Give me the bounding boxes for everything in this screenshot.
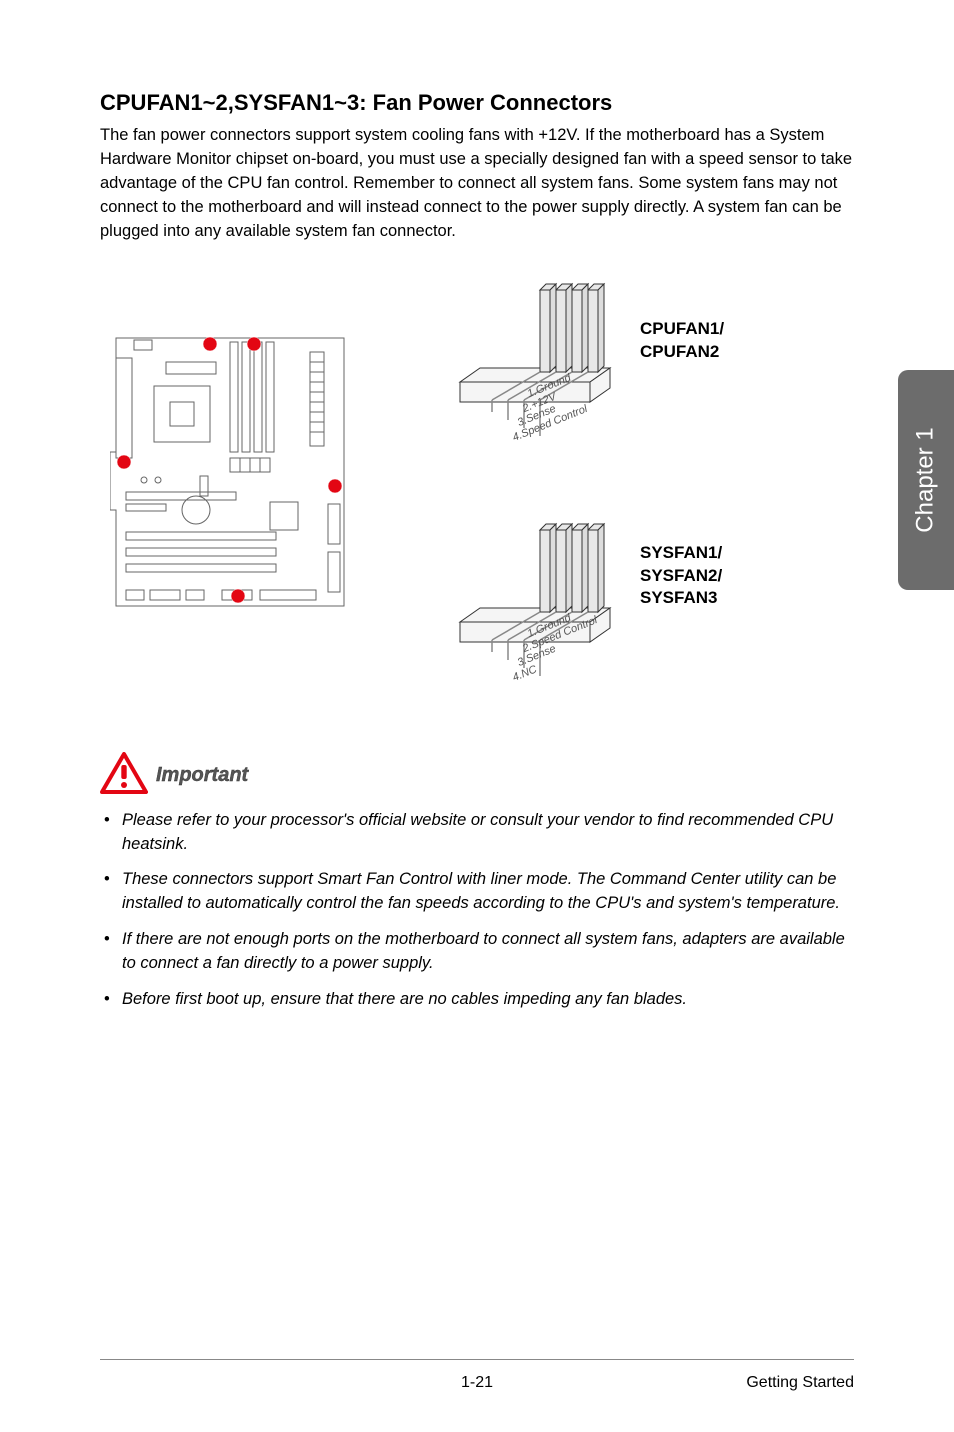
important-header: Important xyxy=(100,752,854,799)
important-bullet-list: Please refer to your processor's officia… xyxy=(100,809,854,1012)
important-title: Important xyxy=(156,764,248,787)
page-content: CPUFAN1~2,SYSFAN1~3: Fan Power Connector… xyxy=(0,0,954,1064)
motherboard-schematic xyxy=(110,332,350,612)
cpufan-label-1: CPUFAN1/ xyxy=(640,318,724,341)
cpufan-label: CPUFAN1/ CPUFAN2 xyxy=(640,318,724,364)
section-heading: CPUFAN1~2,SYSFAN1~3: Fan Power Connector… xyxy=(100,90,854,116)
page-footer: 1-21 Getting Started xyxy=(100,1359,854,1392)
sysfan-connector-diagram: 1.Ground 2.Speed Control 3.Sense 4.NC xyxy=(440,512,640,697)
footer-page-number: 1-21 xyxy=(351,1374,602,1392)
sysfan-label-2: SYSFAN2/ xyxy=(640,565,722,588)
cpufan-label-2: CPUFAN2 xyxy=(640,341,724,364)
important-bullet: Please refer to your processor's officia… xyxy=(100,809,854,857)
sysfan-label: SYSFAN1/ SYSFAN2/ SYSFAN3 xyxy=(640,542,722,611)
cpufan-connector-diagram: 1.Ground 2.+12V 3.Sense 4.Speed Control xyxy=(440,272,640,457)
important-bullet: These connectors support Smart Fan Contr… xyxy=(100,868,854,916)
sysfan-label-3: SYSFAN3 xyxy=(640,587,722,610)
warning-triangle-icon xyxy=(100,752,148,799)
sysfan-label-1: SYSFAN1/ xyxy=(640,542,722,565)
footer-left xyxy=(100,1374,351,1392)
important-bullet: If there are not enough ports on the mot… xyxy=(100,928,854,976)
footer-section: Getting Started xyxy=(603,1374,854,1392)
important-bullet: Before first boot up, ensure that there … xyxy=(100,988,854,1012)
diagram-area: 1.Ground 2.+12V 3.Sense 4.Speed Control … xyxy=(100,272,860,722)
intro-paragraph: The fan power connectors support system … xyxy=(100,124,854,244)
important-block: Important Please refer to your processor… xyxy=(100,752,854,1012)
